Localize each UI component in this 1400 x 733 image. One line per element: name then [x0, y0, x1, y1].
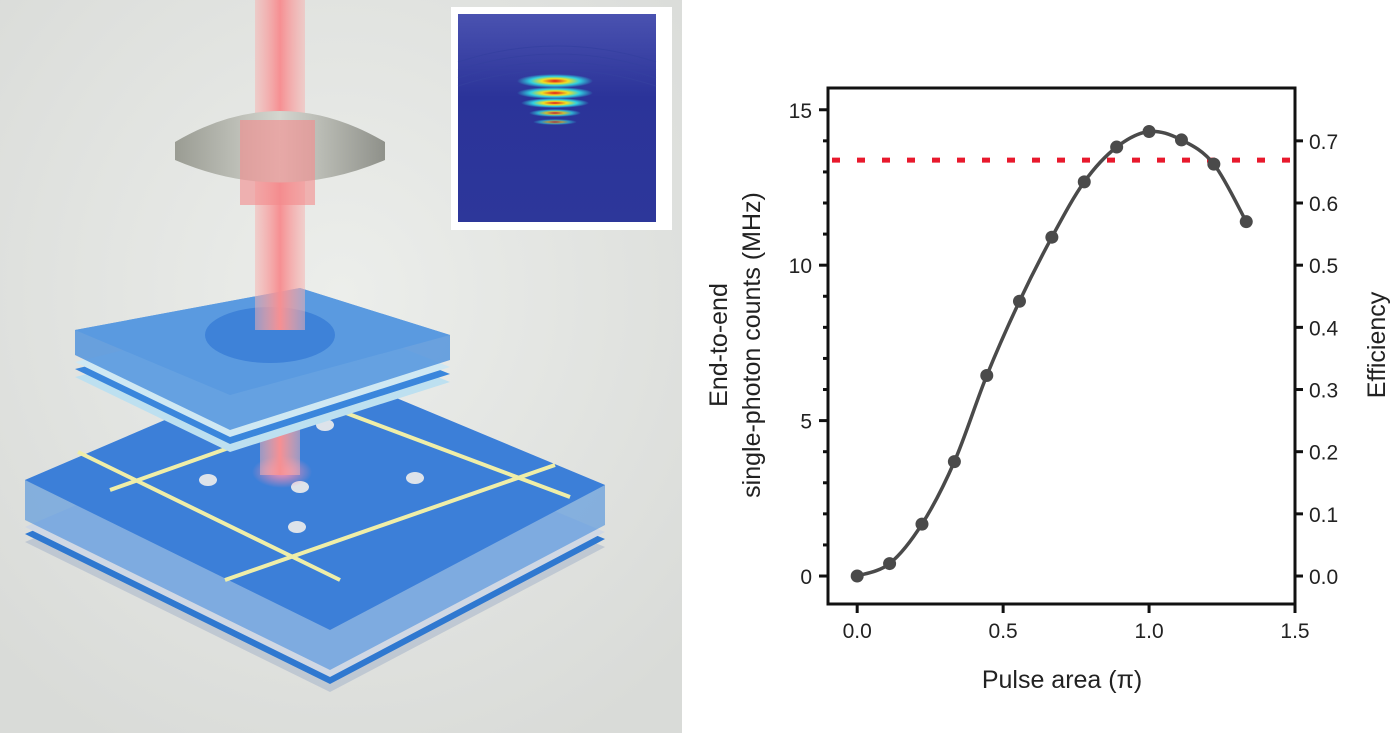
y-tick-label: 10 [789, 255, 812, 278]
y2-tick-label: 0.7 [1309, 131, 1338, 154]
data-point [1174, 133, 1188, 147]
y2-tick-label: 0.0 [1309, 566, 1338, 589]
data-point [883, 557, 897, 571]
electrode [77, 450, 341, 582]
mode-profile-inset [451, 7, 672, 230]
pulse-area-chart: 0.0 0.5 1.0 1.5 0 5 10 15 0.0 0.1 0.2 0.3 0.4 0.5 0.6 0… [705, 86, 1391, 694]
y2-tick-label: 0.2 [1309, 442, 1338, 465]
data-point [915, 517, 929, 531]
y-axis-label-line1: End-to-end [705, 283, 733, 407]
data-point [1077, 175, 1091, 189]
data-point [947, 455, 961, 469]
y2-tick-label: 0.4 [1309, 317, 1339, 340]
data-point [1142, 125, 1156, 139]
x-tick-label: 1.5 [1280, 620, 1309, 643]
bottom-chip [25, 360, 605, 692]
y2-tick-label: 0.5 [1309, 255, 1338, 278]
data-point [1045, 230, 1059, 244]
electrode [329, 405, 571, 499]
y2-tick-label: 0.6 [1309, 193, 1338, 216]
x-tick-label: 1.0 [1134, 620, 1163, 643]
data-point [850, 569, 864, 583]
x-axis-label: Pulse area (π) [982, 666, 1142, 694]
y-axis-label-line2: single-photon counts (MHz) [738, 192, 766, 498]
data-point [980, 369, 994, 383]
series-line [856, 129, 1248, 578]
x-tick-label: 0.5 [989, 620, 1018, 643]
y-tick-label: 5 [800, 411, 812, 434]
device-illustration [0, 0, 682, 733]
data-point [1110, 140, 1124, 154]
y2-axis-label: Efficiency [1363, 291, 1391, 398]
top-chip [75, 288, 450, 452]
data-point [1239, 215, 1253, 229]
plot-frame [826, 86, 1297, 606]
y2-tick-label: 0.3 [1309, 380, 1338, 403]
electrode [224, 463, 556, 582]
y2-tick-label: 0.1 [1309, 504, 1338, 527]
y-tick-label: 15 [789, 100, 812, 123]
x-tick-label: 0.0 [843, 620, 872, 643]
objective-lens [175, 111, 385, 205]
data-point [1207, 157, 1221, 171]
y-tick-label: 0 [800, 566, 812, 589]
data-point [1012, 294, 1026, 308]
